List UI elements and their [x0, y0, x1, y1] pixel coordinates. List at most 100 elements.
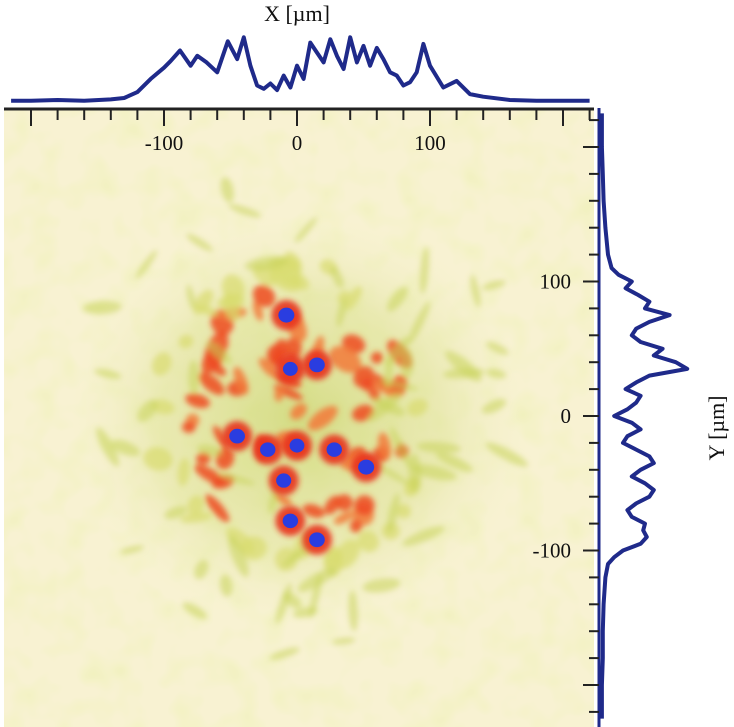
speckle-blob [344, 286, 362, 311]
speckle-blob [181, 421, 196, 433]
hotspot-core-2 [282, 361, 298, 376]
speckle-ridge [196, 444, 223, 457]
speckle-ridge [408, 453, 422, 493]
speckle-blob [178, 334, 194, 349]
speckle-blob [252, 284, 276, 308]
speckle-ridge [93, 368, 122, 379]
speckle-blob [329, 345, 362, 373]
speckle-ridge [362, 578, 401, 593]
speckle-ridge [481, 398, 507, 414]
speckle-ridge [186, 284, 196, 310]
speckle-ridge [419, 246, 430, 295]
y-profile-line [599, 113, 690, 719]
heatmap-halo [65, 210, 535, 630]
speckle-ridge [244, 256, 289, 271]
speckle-blob [185, 393, 211, 409]
speckle-blob [143, 447, 173, 471]
speckle-ridge [330, 266, 344, 289]
speckle-blob [377, 432, 392, 461]
y-tick-label: -100 [533, 539, 572, 563]
speckle-blob [198, 372, 225, 395]
hotspot-core-7 [358, 459, 375, 475]
speckle-ridge [269, 647, 300, 660]
x-tick-label: 0 [292, 131, 303, 155]
speckle-blob [274, 385, 284, 402]
speckle-blob [258, 357, 279, 379]
hotspot-core-8 [276, 473, 292, 488]
speckle-ridge [96, 427, 120, 467]
speckle-ridge [402, 525, 445, 546]
speckle-ridge [182, 602, 208, 620]
speckle-ridge [292, 607, 318, 618]
speckle-ridge [82, 300, 122, 315]
hotspot-core-5 [289, 438, 305, 453]
speckle-blob [407, 398, 428, 417]
speckle-blob [354, 495, 375, 516]
speckle-blob [302, 504, 325, 518]
speckle-blob [349, 519, 363, 533]
hotspot-core-3 [229, 428, 245, 444]
x-axis-title: X [µm] [264, 1, 330, 26]
speckle-blob [275, 493, 292, 507]
speckle-ridge [294, 217, 318, 243]
speckle-ridge [164, 506, 188, 520]
speckle-blob [370, 351, 383, 364]
speckle-ridge [336, 298, 347, 328]
speckle-ridge [220, 177, 234, 203]
speckle-ridge [442, 367, 485, 379]
speckle-ridge [283, 592, 302, 609]
speckle-ridge [486, 368, 507, 379]
x-axis-ticks: -100 0 100 [30, 109, 591, 155]
speckle-ridge [332, 637, 356, 645]
speckle-blob [180, 512, 212, 523]
speckle-ridge [297, 567, 338, 592]
hotspot-core-9 [282, 513, 299, 529]
speckle-blob [216, 298, 230, 308]
speckle-ridge [219, 574, 233, 597]
speckle-blob [205, 494, 230, 523]
speckle-blob [177, 458, 190, 486]
y-axis-title: Y [µm] [704, 395, 729, 460]
speckle-ridge [400, 348, 414, 380]
y-axis-ticks: 100 0 -100 [533, 108, 601, 727]
hotspot-core-10 [309, 532, 325, 548]
speckle-ridge [185, 233, 213, 252]
speckle-ridge [217, 472, 256, 485]
speckle-ridge [111, 439, 141, 457]
speckle-ridge [384, 359, 393, 389]
speckle-ridge [268, 487, 279, 515]
speckle-blob [323, 548, 340, 569]
hotspot-core-0 [278, 307, 295, 323]
hotspot-core-1 [309, 357, 325, 373]
x-tick-label: -100 [145, 131, 184, 155]
speckle-ridge [470, 274, 481, 308]
speckle-blob [274, 547, 298, 572]
speckle-ridge [135, 250, 158, 280]
x-profile-line [11, 35, 590, 103]
speckle-ridge [194, 559, 209, 580]
speckle-ridge [389, 427, 412, 468]
speckle-blob [195, 304, 219, 317]
speckle-blob [187, 495, 205, 516]
speckle-blob [240, 536, 267, 560]
y-tick-label: 0 [561, 404, 572, 428]
speckle-blob [357, 530, 380, 552]
speckle-blob [307, 405, 338, 431]
speckle-blob [209, 361, 227, 377]
speckle-ridge [367, 391, 402, 422]
speckle-blob [252, 300, 264, 321]
speckle-blob [224, 293, 245, 309]
speckle-ridge [416, 441, 462, 454]
speckle-ridge [386, 493, 400, 534]
speckle-blob [324, 495, 341, 515]
y-tick-label: 100 [540, 270, 572, 294]
speckle-ridge [137, 399, 158, 422]
speckle-ridge [411, 464, 457, 481]
speckle-blob [397, 504, 411, 519]
speckle-ridge [408, 301, 431, 344]
speckle-blob [353, 366, 375, 388]
speckle-ridge [436, 452, 473, 472]
speckle-ridge [228, 534, 249, 578]
speckle-ridge [188, 360, 200, 394]
